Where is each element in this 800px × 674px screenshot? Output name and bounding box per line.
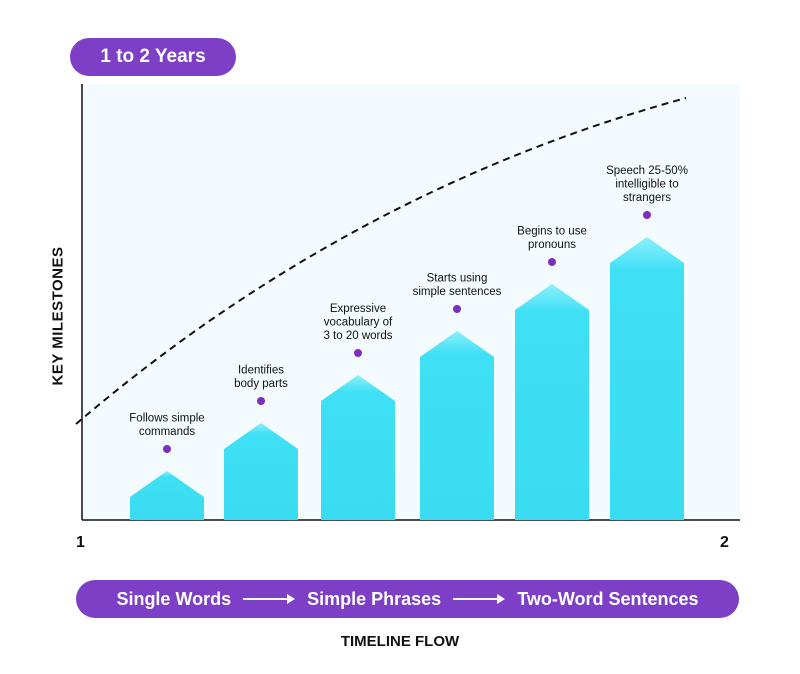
milestone-dot	[453, 305, 461, 313]
milestone-dot	[548, 258, 556, 266]
flow-step-single-words: Single Words	[116, 588, 232, 609]
milestone-dot	[643, 211, 651, 219]
x-tick-start: 1	[76, 534, 85, 551]
milestone-label: intelligible to	[615, 179, 678, 191]
milestone-label: simple sentences	[413, 286, 502, 298]
milestone-label: body parts	[234, 378, 288, 390]
milestone-label: commands	[139, 426, 195, 438]
milestone-label: Identifies	[238, 365, 284, 377]
milestone-bar	[130, 471, 204, 520]
milestone-label: vocabulary of	[324, 317, 393, 329]
milestone-dot	[257, 397, 265, 405]
arrow-right-icon	[453, 594, 506, 604]
milestone-label: 3 to 20 words	[323, 330, 392, 342]
timeline-flow-bar: Single Words Simple Phrases Two-Word Sen…	[76, 580, 739, 618]
milestone-bar	[610, 237, 684, 520]
milestone-bar	[515, 284, 589, 520]
milestone-dot	[163, 445, 171, 453]
milestone-label: Begins to use	[517, 226, 587, 238]
milestone-bar	[321, 375, 395, 520]
milestone-label: Speech 25-50%	[606, 165, 688, 177]
flow-step-two-word-sentences: Two-Word Sentences	[517, 588, 699, 609]
milestone-dot	[354, 349, 362, 357]
milestone-label: strangers	[623, 192, 671, 204]
age-range-title: 1 to 2 Years	[70, 38, 236, 76]
milestone-label: Expressive	[330, 303, 386, 315]
milestone-bar	[224, 423, 298, 520]
flow-step-simple-phrases: Simple Phrases	[307, 588, 442, 609]
x-tick-end: 2	[720, 534, 729, 551]
trend-dashed-curve	[75, 97, 687, 425]
milestone-label: Starts using	[427, 273, 488, 285]
milestone-label: pronouns	[528, 239, 576, 251]
arrow-right-icon	[243, 594, 296, 604]
milestone-bar	[420, 331, 494, 520]
milestone-label: Follows simple	[129, 413, 204, 425]
x-axis-label: TIMELINE FLOW	[340, 633, 460, 650]
